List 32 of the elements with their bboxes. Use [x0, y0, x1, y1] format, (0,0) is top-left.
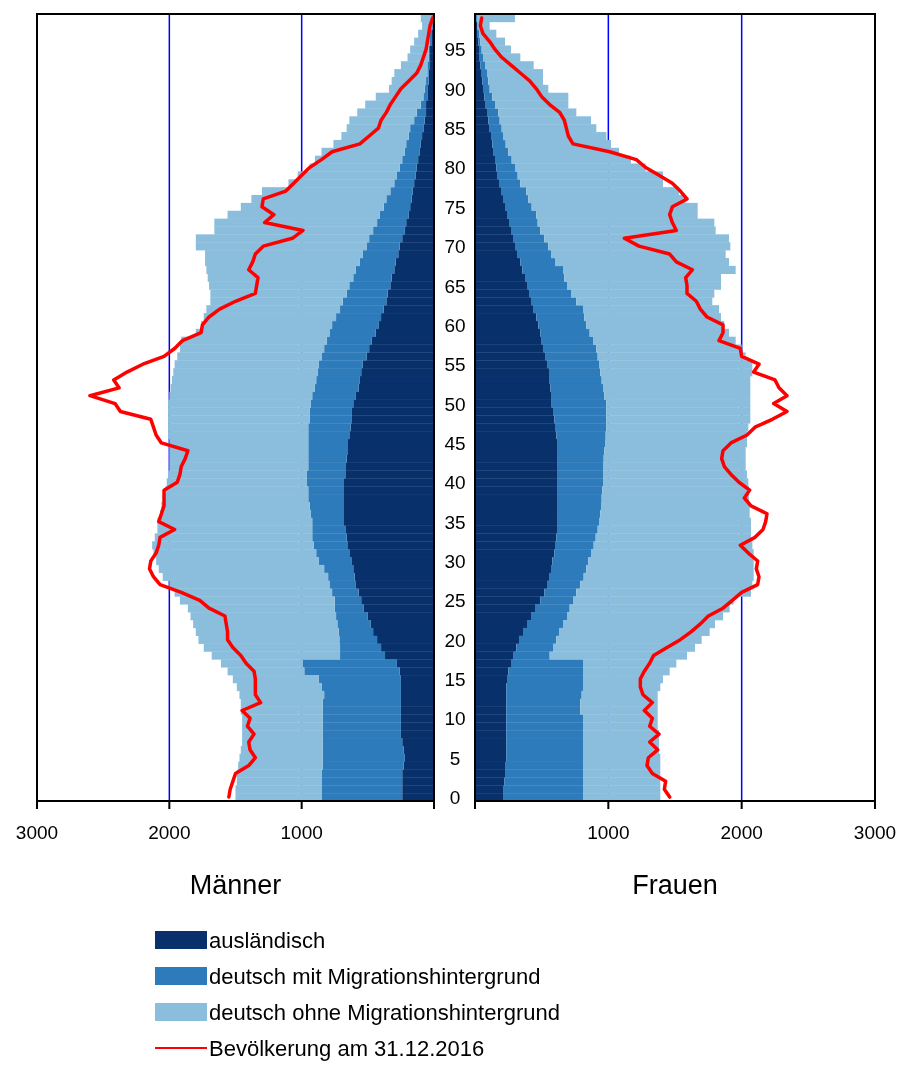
legend-label: ausländisch — [209, 928, 326, 953]
y-tick-label: 5 — [449, 747, 461, 769]
y-tick-label: 15 — [444, 669, 466, 691]
y-tick-label: 25 — [444, 590, 466, 612]
x-tick-label: 2000 — [720, 822, 763, 843]
y-tick-label: 75 — [444, 196, 466, 218]
y-tick-label: 10 — [444, 708, 466, 730]
x-tick-label: 3000 — [853, 822, 897, 843]
y-tick-label: 40 — [444, 472, 466, 494]
y-tick-label: 65 — [444, 275, 466, 297]
x-axis-title: Frauen — [632, 870, 718, 900]
y-tick-label: 35 — [444, 511, 466, 533]
y-tick-label: 55 — [444, 354, 466, 376]
y-tick-label: 95 — [444, 39, 466, 61]
x-axis-title: Männer — [189, 870, 282, 900]
x-tick-label: 2000 — [148, 822, 191, 843]
legend-label: deutsch mit Migrationshintergrund — [209, 964, 541, 989]
y-tick-label: 30 — [444, 550, 466, 572]
y-tick-label: 45 — [444, 432, 466, 454]
y-tick-label: 90 — [444, 78, 466, 100]
y-tick-label: 50 — [444, 393, 466, 415]
y-tick-label: 85 — [444, 118, 466, 140]
x-tick-label: 1000 — [280, 822, 323, 843]
y-tick-label: 0 — [449, 787, 461, 809]
legend-label: deutsch ohne Migrationshintergrund — [209, 1000, 561, 1025]
legend-label: Bevölkerung am 31.12.2016 — [209, 1036, 485, 1061]
y-tick-label: 60 — [444, 314, 466, 336]
y-tick-label: 80 — [444, 157, 466, 179]
x-tick-label: 3000 — [15, 822, 59, 843]
y-tick-label: 70 — [444, 236, 466, 258]
y-tick-label: 20 — [444, 629, 466, 651]
x-tick-label: 1000 — [587, 822, 630, 843]
